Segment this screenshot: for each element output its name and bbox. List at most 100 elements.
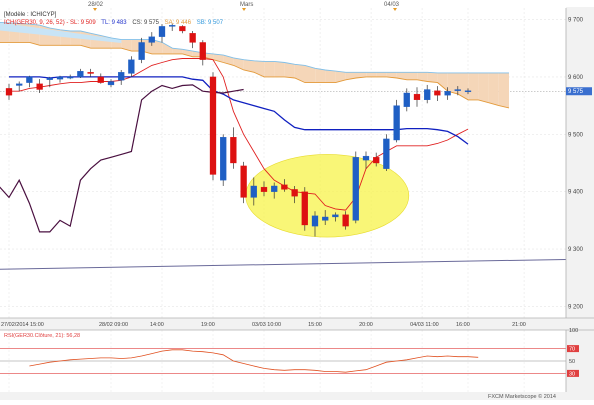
cloud-segment xyxy=(243,59,254,73)
candle xyxy=(240,161,247,204)
senkou-b-line xyxy=(0,21,509,74)
y-tick-label: 9 200 xyxy=(568,305,584,311)
candle xyxy=(128,56,135,77)
candle-body xyxy=(393,105,400,141)
candle xyxy=(434,86,441,101)
cloud-segment xyxy=(325,70,336,83)
candle xyxy=(342,211,349,230)
candle-body xyxy=(87,72,94,74)
candle-body xyxy=(342,214,349,227)
cloud-segment xyxy=(121,39,132,52)
price-tag: 9 575 xyxy=(566,87,592,96)
candle-body xyxy=(291,189,298,197)
cloud-segment xyxy=(417,72,428,82)
price-tag-value: 9 575 xyxy=(568,89,584,95)
candle xyxy=(67,74,74,80)
top-label-1: 28/02 xyxy=(88,2,104,8)
candle xyxy=(322,210,329,225)
legend-sb: SB: 9 507 xyxy=(196,20,224,26)
cloud-segment xyxy=(172,48,183,54)
candle-body xyxy=(97,76,104,83)
candle-body xyxy=(362,155,370,161)
kumo-cloud xyxy=(0,21,510,109)
candle-body xyxy=(16,83,23,86)
legend-tl: TL: 9 483 xyxy=(101,20,127,26)
y-tick-label: 9 600 xyxy=(568,75,584,81)
rsi-tick-label: 70 xyxy=(569,347,575,353)
x-tick-label: 19:00 xyxy=(201,322,215,328)
candle-body xyxy=(332,214,339,218)
candle xyxy=(189,30,196,49)
marker-icon xyxy=(242,8,246,11)
candle xyxy=(209,72,217,181)
cloud-segment xyxy=(498,72,509,108)
top-label-2: Mars xyxy=(240,2,253,8)
chikou-line xyxy=(0,84,244,233)
legend-sa: SA: 9 446 xyxy=(164,20,192,26)
candle xyxy=(158,24,166,43)
candle-body xyxy=(138,42,145,60)
candle xyxy=(169,22,176,31)
candle xyxy=(97,73,104,84)
rsi-indicator xyxy=(0,348,566,374)
x-tick-label: 04/03 11:00 xyxy=(410,322,439,328)
candle-body xyxy=(240,165,247,198)
candle-body xyxy=(169,25,176,27)
candle-body xyxy=(301,191,308,226)
candle-body xyxy=(322,216,329,221)
tenkan-line xyxy=(9,76,469,145)
candle xyxy=(271,182,278,199)
rsi-tick-label: 50 xyxy=(569,359,575,365)
candle xyxy=(373,152,380,167)
candle xyxy=(413,87,421,107)
footer-bg xyxy=(0,392,594,400)
candle-body xyxy=(250,185,257,198)
kijun-line xyxy=(9,58,469,211)
candle xyxy=(301,187,308,231)
candle-body xyxy=(383,138,390,169)
cloud-segment xyxy=(0,22,122,44)
cloud-segment xyxy=(488,72,499,106)
rsi-tick-label: 100 xyxy=(569,328,578,334)
rsi-level-tag xyxy=(567,345,579,353)
price-axis-bg xyxy=(566,7,594,318)
candle-body xyxy=(373,157,380,164)
model-label: [Modèle : ICHICYP] xyxy=(4,12,57,18)
cloud-segment xyxy=(335,71,346,83)
candle xyxy=(424,84,431,104)
candle xyxy=(383,134,390,172)
top-date-markers: 28/02 Mars 04/03 xyxy=(88,2,400,11)
candle xyxy=(5,83,13,100)
candle xyxy=(56,75,64,83)
y-tick-label: 9 500 xyxy=(568,132,584,138)
trend-line xyxy=(0,258,567,270)
candle-body xyxy=(454,89,461,91)
rsi-tick-label: 30 xyxy=(569,371,575,377)
cloud-segment xyxy=(233,57,244,70)
x-tick-label: 27/02/2014 15:00 xyxy=(1,322,44,328)
cloud-segment xyxy=(315,68,326,83)
candle xyxy=(332,212,339,222)
x-tick-label: 21:00 xyxy=(512,322,526,328)
candle-body xyxy=(444,91,451,96)
candle-body xyxy=(281,184,288,190)
cloud-segment xyxy=(366,72,377,77)
cloud-segment xyxy=(447,72,458,95)
cloud-segment xyxy=(478,72,489,103)
candle-body xyxy=(5,88,13,96)
cloud-segment xyxy=(305,65,316,83)
y-tick-label: 9 300 xyxy=(568,247,584,253)
cloud-segment xyxy=(294,64,305,83)
candle xyxy=(107,79,115,88)
candle-body xyxy=(209,76,217,175)
candle-body xyxy=(230,137,237,164)
cloud-segment xyxy=(427,72,438,83)
candle xyxy=(26,75,33,88)
candle-body xyxy=(424,89,431,101)
cloud-segment xyxy=(182,49,193,57)
candle xyxy=(87,68,94,77)
candle-body xyxy=(434,90,441,96)
cloud-segment xyxy=(458,72,469,100)
